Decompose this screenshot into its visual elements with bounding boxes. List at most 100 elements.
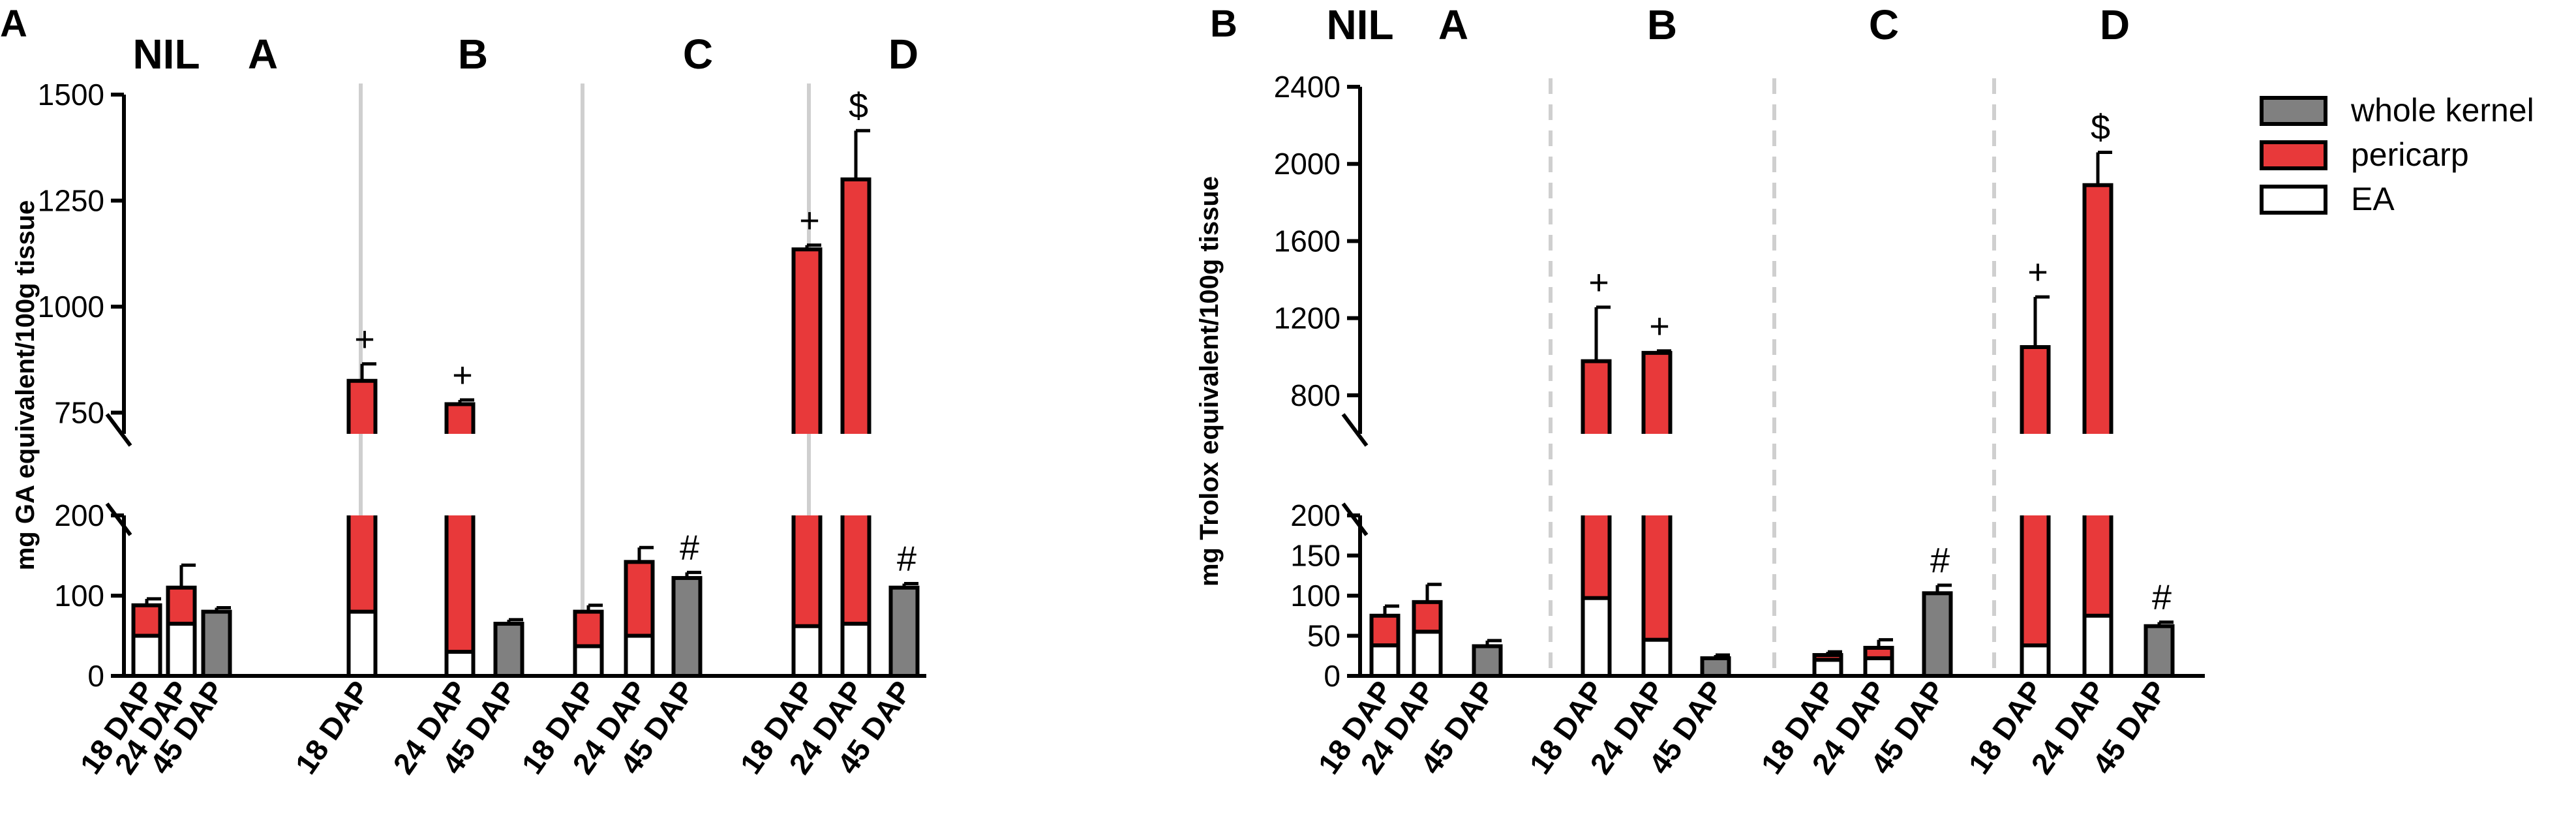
y-tick-label: 1600	[1274, 224, 1341, 258]
y-tick-label: 200	[1290, 498, 1341, 532]
bar-pericarp	[131, 603, 162, 638]
bar-pericarp	[793, 249, 821, 434]
bar-pericarp	[2084, 515, 2112, 616]
group-label: A	[248, 31, 278, 78]
bar-ea	[444, 650, 476, 678]
bar-ea	[624, 633, 655, 678]
significance-mark: #	[1930, 541, 1950, 580]
bar-pericarp	[2022, 515, 2049, 646]
bar-whole-kernel	[1472, 644, 1503, 678]
group-label: B	[458, 31, 488, 78]
bar-ea	[840, 622, 871, 678]
y-tick-label: 50	[1307, 619, 1341, 653]
bar-ea	[131, 633, 162, 678]
bar-whole-kernel	[201, 609, 232, 678]
bar-ea	[1812, 658, 1843, 679]
y-tick-label: 1500	[38, 78, 104, 112]
legend: whole kernel pericarp EA	[2260, 92, 2534, 217]
significance-mark: #	[2152, 578, 2172, 617]
bar-ea	[1641, 637, 1673, 679]
bar-whole-kernel	[1922, 591, 1953, 678]
significance-mark: #	[680, 528, 699, 567]
bar-pericarp	[446, 515, 474, 652]
bar-pericarp	[1583, 515, 1610, 598]
y-tick-label: 150	[1290, 539, 1341, 573]
group-label: C	[683, 31, 713, 78]
bar-pericarp	[842, 515, 870, 624]
y-tick-label: 1250	[38, 184, 104, 218]
bar-ea	[573, 644, 604, 678]
y-axis-label: mg Trolox equivalent/100g tissue	[1195, 176, 1224, 587]
bar-pericarp	[842, 179, 870, 434]
bar-pericarp	[573, 609, 604, 649]
significance-mark: +	[2027, 252, 2048, 292]
legend-swatch-whole-kernel	[2260, 96, 2327, 126]
panel-letter: B	[1210, 3, 1237, 45]
bar-ea	[1412, 630, 1443, 678]
bar-ea	[2020, 643, 2051, 679]
bar-pericarp	[2084, 185, 2112, 434]
group-label: NIL	[132, 31, 200, 78]
bar-pericarp	[348, 515, 376, 612]
legend-swatch-ea	[2260, 185, 2327, 215]
bar-whole-kernel	[671, 575, 703, 678]
bar-pericarp	[1643, 515, 1671, 640]
group-label: NIL	[1326, 1, 1393, 48]
y-tick-label: 200	[54, 498, 104, 532]
axis-break-mark	[105, 413, 132, 447]
significance-mark: +	[354, 320, 375, 359]
y-tick-label: 2000	[1274, 147, 1341, 181]
y-tick-label: 2400	[1274, 70, 1341, 104]
bar-pericarp	[793, 515, 821, 626]
bar-ea	[166, 622, 197, 678]
bar-whole-kernel	[493, 622, 524, 678]
x-category-label: 18 DAP	[288, 675, 376, 780]
group-label: D	[2100, 1, 2130, 48]
bar-ea	[791, 624, 823, 678]
significance-mark: #	[897, 540, 917, 579]
legend-label: pericarp	[2351, 136, 2469, 173]
bar-pericarp	[348, 380, 376, 434]
y-tick-label: 750	[54, 396, 104, 430]
bar-pericarp	[166, 585, 197, 626]
y-tick-label: 1200	[1274, 301, 1341, 335]
axis-break-mark	[1341, 502, 1369, 536]
bar-ea	[1863, 656, 1894, 679]
bar-whole-kernel	[2144, 624, 2175, 678]
panel-letter: A	[0, 3, 27, 45]
bar-pericarp	[2022, 347, 2049, 434]
bar-pericarp	[624, 560, 655, 638]
significance-mark: +	[1588, 263, 1609, 302]
bar-pericarp	[446, 404, 474, 434]
significance-mark: $	[849, 86, 868, 125]
significance-mark: +	[1649, 307, 1670, 346]
bar-ea	[1369, 643, 1401, 679]
panel-b-chart: B NIL A B C D 0 50 100 150 200 800 1200 1600 2000 2400 m…	[1195, 1, 2205, 780]
bar-pericarp	[1412, 600, 1443, 634]
y-tick-label: 100	[1290, 579, 1341, 613]
bar-pericarp	[1369, 613, 1401, 648]
significance-mark: $	[2091, 108, 2110, 147]
y-tick-label: 0	[1324, 659, 1341, 693]
legend-label: EA	[2351, 181, 2395, 217]
significance-mark: +	[799, 201, 820, 240]
bar-pericarp	[1643, 352, 1671, 434]
bar-ea	[2082, 613, 2114, 678]
y-tick-label: 0	[87, 659, 104, 693]
bar-ea	[346, 609, 378, 678]
y-tick-label: 800	[1290, 378, 1341, 412]
axis-break-mark	[105, 502, 132, 536]
y-tick-label: 1000	[38, 290, 104, 324]
group-label: A	[1438, 1, 1468, 48]
bar-whole-kernel	[1700, 656, 1731, 679]
group-label: C	[1869, 1, 1899, 48]
bar-pericarp	[1583, 361, 1610, 434]
group-label: D	[888, 31, 918, 78]
axis-break-mark	[1341, 413, 1369, 447]
legend-swatch-pericarp	[2260, 140, 2327, 170]
group-label: B	[1647, 1, 1677, 48]
panel-a-chart: A NIL A B C D 0 100 200 750 1000 1250 1500 mg GA equi…	[0, 3, 926, 780]
y-axis-label: mg GA equivalent/100g tissue	[11, 200, 40, 571]
bar-whole-kernel	[888, 585, 920, 679]
